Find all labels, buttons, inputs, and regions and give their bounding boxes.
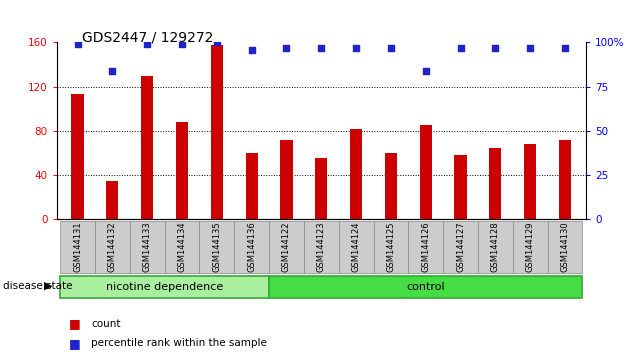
- Text: GSM144135: GSM144135: [212, 222, 221, 272]
- Bar: [454, 155, 467, 219]
- Bar: [280, 140, 292, 219]
- Text: nicotine dependence: nicotine dependence: [106, 282, 223, 292]
- Text: GSM144132: GSM144132: [108, 222, 117, 272]
- FancyBboxPatch shape: [408, 221, 443, 273]
- Point: [107, 68, 117, 74]
- Point: [212, 40, 222, 45]
- Text: GSM144122: GSM144122: [282, 222, 291, 272]
- Text: GSM144127: GSM144127: [456, 222, 465, 272]
- FancyBboxPatch shape: [339, 221, 374, 273]
- Point: [421, 68, 431, 74]
- Text: count: count: [91, 319, 121, 329]
- Bar: [315, 158, 328, 219]
- Text: GDS2447 / 129272: GDS2447 / 129272: [82, 30, 214, 44]
- FancyBboxPatch shape: [95, 221, 130, 273]
- FancyBboxPatch shape: [374, 221, 408, 273]
- Bar: [71, 95, 84, 219]
- Point: [386, 45, 396, 51]
- FancyBboxPatch shape: [164, 221, 200, 273]
- Bar: [385, 153, 397, 219]
- Text: GSM144136: GSM144136: [247, 222, 256, 272]
- Text: ▶: ▶: [44, 281, 52, 291]
- Point: [142, 41, 152, 47]
- Bar: [524, 144, 536, 219]
- Bar: [141, 76, 153, 219]
- Point: [316, 45, 326, 51]
- FancyBboxPatch shape: [130, 221, 164, 273]
- Bar: [246, 153, 258, 219]
- FancyBboxPatch shape: [547, 221, 582, 273]
- Point: [560, 45, 570, 51]
- Text: GSM144123: GSM144123: [317, 222, 326, 272]
- Text: GSM144124: GSM144124: [352, 222, 360, 272]
- FancyBboxPatch shape: [269, 275, 582, 298]
- Text: disease state: disease state: [3, 281, 72, 291]
- Bar: [559, 140, 571, 219]
- FancyBboxPatch shape: [234, 221, 269, 273]
- FancyBboxPatch shape: [60, 275, 269, 298]
- Text: GSM144131: GSM144131: [73, 222, 82, 272]
- Bar: [420, 125, 432, 219]
- FancyBboxPatch shape: [304, 221, 339, 273]
- Text: GSM144129: GSM144129: [525, 222, 535, 272]
- Text: GSM144125: GSM144125: [386, 222, 396, 272]
- Text: GSM144126: GSM144126: [421, 222, 430, 272]
- FancyBboxPatch shape: [513, 221, 547, 273]
- Point: [490, 45, 500, 51]
- Bar: [176, 122, 188, 219]
- FancyBboxPatch shape: [60, 221, 95, 273]
- Point: [351, 45, 361, 51]
- FancyBboxPatch shape: [443, 221, 478, 273]
- Text: GSM144133: GSM144133: [143, 222, 152, 272]
- Text: ■: ■: [69, 337, 81, 350]
- Text: GSM144130: GSM144130: [561, 222, 570, 272]
- Bar: [350, 129, 362, 219]
- Point: [455, 45, 466, 51]
- Text: GSM144128: GSM144128: [491, 222, 500, 272]
- Point: [177, 41, 187, 47]
- FancyBboxPatch shape: [200, 221, 234, 273]
- Text: ■: ■: [69, 318, 81, 330]
- Bar: [106, 181, 118, 219]
- Text: control: control: [406, 282, 445, 292]
- Text: percentile rank within the sample: percentile rank within the sample: [91, 338, 267, 348]
- Bar: [211, 45, 223, 219]
- Text: GSM144134: GSM144134: [178, 222, 186, 272]
- Bar: [490, 148, 501, 219]
- Point: [72, 41, 83, 47]
- Point: [525, 45, 536, 51]
- FancyBboxPatch shape: [269, 221, 304, 273]
- FancyBboxPatch shape: [478, 221, 513, 273]
- Point: [282, 45, 292, 51]
- Point: [246, 47, 256, 52]
